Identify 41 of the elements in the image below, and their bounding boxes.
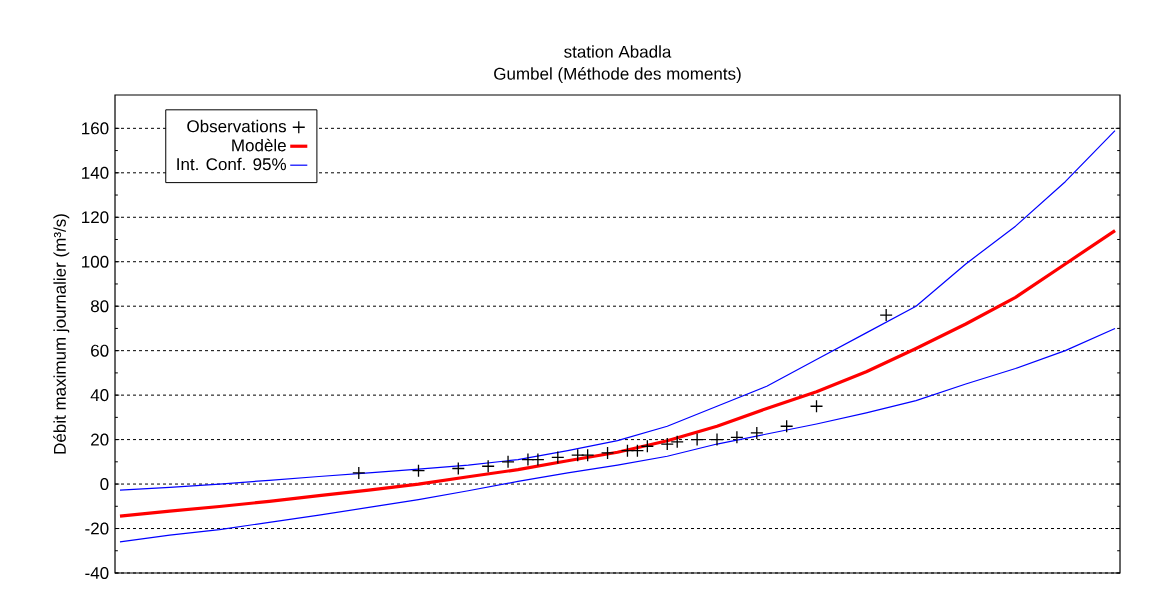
legend-label: Modèle [232, 138, 286, 152]
y-tick-label: 140 [82, 166, 109, 179]
chart-title: station Abadla [564, 45, 672, 58]
point [690, 432, 704, 447]
chart-subtitle: Gumbel (Méthode des moments) [494, 67, 741, 84]
line-series [119, 327, 1116, 543]
point [710, 432, 724, 447]
y-tick-label: 60 [91, 344, 109, 357]
y-axis-title: Débit maximum journalier (m³/s) [53, 214, 70, 454]
point [551, 450, 565, 465]
y-tick-label: 20 [91, 433, 109, 446]
point [600, 446, 615, 460]
point [640, 439, 655, 453]
point [451, 461, 465, 476]
point [571, 448, 585, 462]
y-tick-label: 100 [82, 255, 109, 268]
y-tick-label: 80 [90, 300, 109, 313]
point [630, 444, 645, 458]
legend-label: Int. Conf. 95% [177, 157, 287, 171]
y-tick-label: -40 [85, 566, 109, 580]
y-tick-label: 40 [90, 389, 109, 402]
y-tick-label: 120 [82, 211, 109, 224]
y-tick-label: -20 [85, 522, 109, 535]
point [879, 308, 893, 322]
point [501, 455, 515, 469]
point [730, 430, 744, 445]
y-tick-label: 160 [82, 122, 109, 135]
point [809, 399, 824, 413]
legend-label: Observations [187, 119, 287, 133]
point [521, 452, 535, 467]
point [660, 437, 674, 451]
point [411, 464, 426, 478]
point [750, 426, 764, 440]
point [481, 459, 495, 473]
point [352, 466, 366, 480]
point [780, 419, 794, 433]
y-tick-label: 0 [100, 478, 109, 491]
point [531, 452, 545, 467]
point [670, 435, 684, 449]
line-series [118, 229, 1117, 518]
point [581, 448, 595, 462]
